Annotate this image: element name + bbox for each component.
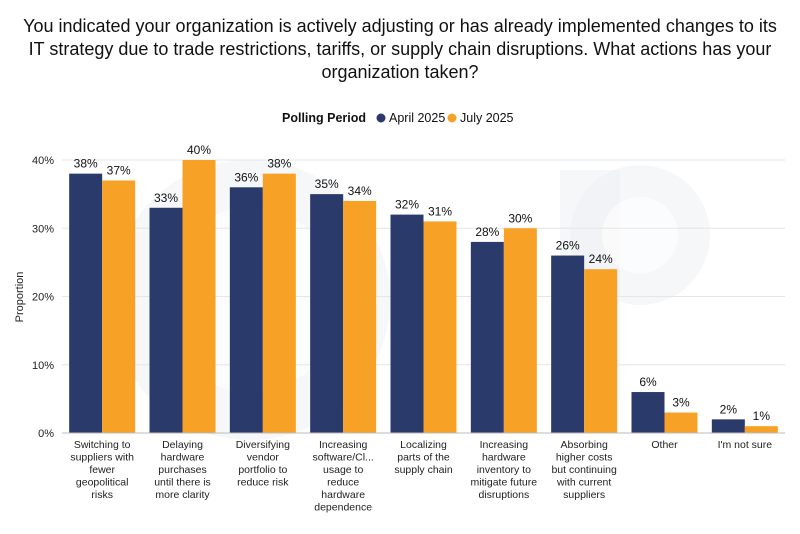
bars xyxy=(69,160,778,433)
data-label: 26% xyxy=(556,239,580,253)
category-label-line: I'm not sure xyxy=(718,439,773,451)
y-tick-label: 30% xyxy=(32,223,54,235)
y-tick-label: 10% xyxy=(32,360,54,372)
bar-april-2025-8 xyxy=(711,419,745,433)
data-label: 34% xyxy=(348,184,372,198)
y-axis-label: Proportion xyxy=(14,272,26,323)
category-label-line: purchases xyxy=(158,464,206,476)
legend-title: Polling Period xyxy=(282,111,366,125)
legend-marker-april-2025 xyxy=(376,113,386,123)
category-label-line: vendor xyxy=(247,452,280,464)
bar-april-2025-5 xyxy=(470,241,504,433)
data-label: 36% xyxy=(234,170,258,184)
bar-april-2025-6 xyxy=(551,255,585,433)
legend: Polling Period April 2025 July 2025 xyxy=(282,111,514,125)
data-label: 37% xyxy=(107,163,131,177)
title-line-2: IT strategy due to trade restrictions, t… xyxy=(29,39,772,59)
bar-july-2025-0 xyxy=(102,180,136,433)
bar-july-2025-4 xyxy=(423,221,457,433)
category-label-line: Increasing xyxy=(319,439,368,451)
data-labels: 38% 37% 33% 40% 36% 38% 35% 34% 32% 31% 28% 30% 26% 2… xyxy=(74,143,771,423)
category-label-line: software/Cl... xyxy=(313,452,374,464)
category-label-line: Increasing xyxy=(480,439,529,451)
data-label: 24% xyxy=(589,252,613,266)
bar-july-2025-3 xyxy=(343,200,377,433)
data-label: 6% xyxy=(639,375,657,389)
category-label-line: hardware xyxy=(482,452,526,464)
category-label-line: usage to xyxy=(323,464,363,476)
category-label-line: Other xyxy=(651,439,678,451)
data-label: 35% xyxy=(315,177,339,191)
category-label-line: geopolitical xyxy=(76,477,129,489)
category-label-line: dependence xyxy=(314,502,372,514)
category-label-line: disruptions xyxy=(478,489,529,501)
category-label-line: until there is xyxy=(154,477,211,489)
y-tick-label: 0% xyxy=(38,428,54,440)
legend-marker-july-2025 xyxy=(447,113,457,123)
bar-july-2025-8 xyxy=(744,426,778,433)
legend-label-july-2025: July 2025 xyxy=(460,111,514,125)
data-label: 32% xyxy=(395,198,419,212)
data-label: 33% xyxy=(154,191,178,205)
data-label: 30% xyxy=(508,211,532,225)
category-label-line: reduce xyxy=(327,477,359,489)
data-label: 38% xyxy=(267,157,291,171)
category-label-line: fewer xyxy=(89,464,115,476)
bar-july-2025-6 xyxy=(584,269,618,433)
data-label: 28% xyxy=(475,225,499,239)
data-label: 31% xyxy=(428,204,452,218)
category-label-line: with current xyxy=(556,477,611,489)
category-label-line: suppliers xyxy=(563,489,605,501)
category-label-line: reduce risk xyxy=(237,477,289,489)
title-line-1: You indicated your organization is activ… xyxy=(23,16,777,36)
category-label-line: Switching to xyxy=(74,439,131,451)
title-line-3: organization taken? xyxy=(321,62,478,82)
category-label-line: portfolio to xyxy=(238,464,287,476)
bar-july-2025-5 xyxy=(503,228,537,433)
bar-april-2025-0 xyxy=(69,173,103,433)
bar-april-2025-7 xyxy=(631,392,665,433)
category-label-line: suppliers with xyxy=(70,452,134,464)
category-label-line: hardware xyxy=(321,489,365,501)
category-label-line: parts of the xyxy=(397,452,450,464)
bar-april-2025-2 xyxy=(229,187,263,433)
bar-april-2025-1 xyxy=(149,207,183,433)
category-label-line: hardware xyxy=(161,452,205,464)
category-label-line: but continuing xyxy=(551,464,617,476)
category-label-line: Delaying xyxy=(162,439,203,451)
category-label-line: risks xyxy=(91,489,113,501)
category-label-line: Localizing xyxy=(400,439,447,451)
data-label: 40% xyxy=(187,143,211,157)
category-label-line: higher costs xyxy=(556,452,613,464)
category-label-line: inventory to xyxy=(477,464,531,476)
bar-april-2025-3 xyxy=(310,194,344,433)
category-label-line: supply chain xyxy=(394,464,453,476)
y-axis-ticks: 0% 10% 20% 30% 40% xyxy=(32,155,54,440)
bar-april-2025-4 xyxy=(390,214,424,433)
chart-title: You indicated your organization is activ… xyxy=(23,16,777,82)
data-label: 3% xyxy=(672,396,690,410)
data-label: 2% xyxy=(720,402,738,416)
category-label-line: Absorbing xyxy=(561,439,608,451)
category-label-line: mitigate future xyxy=(471,477,538,489)
data-label: 38% xyxy=(74,157,98,171)
bar-july-2025-7 xyxy=(664,412,698,433)
category-label-line: more clarity xyxy=(155,489,210,501)
bar-july-2025-1 xyxy=(182,160,216,433)
y-tick-label: 20% xyxy=(32,292,54,304)
bar-july-2025-2 xyxy=(262,173,296,433)
legend-label-april-2025: April 2025 xyxy=(389,111,445,125)
data-label: 1% xyxy=(753,409,771,423)
category-label-line: Diversifying xyxy=(236,439,290,451)
y-tick-label: 40% xyxy=(32,155,54,167)
